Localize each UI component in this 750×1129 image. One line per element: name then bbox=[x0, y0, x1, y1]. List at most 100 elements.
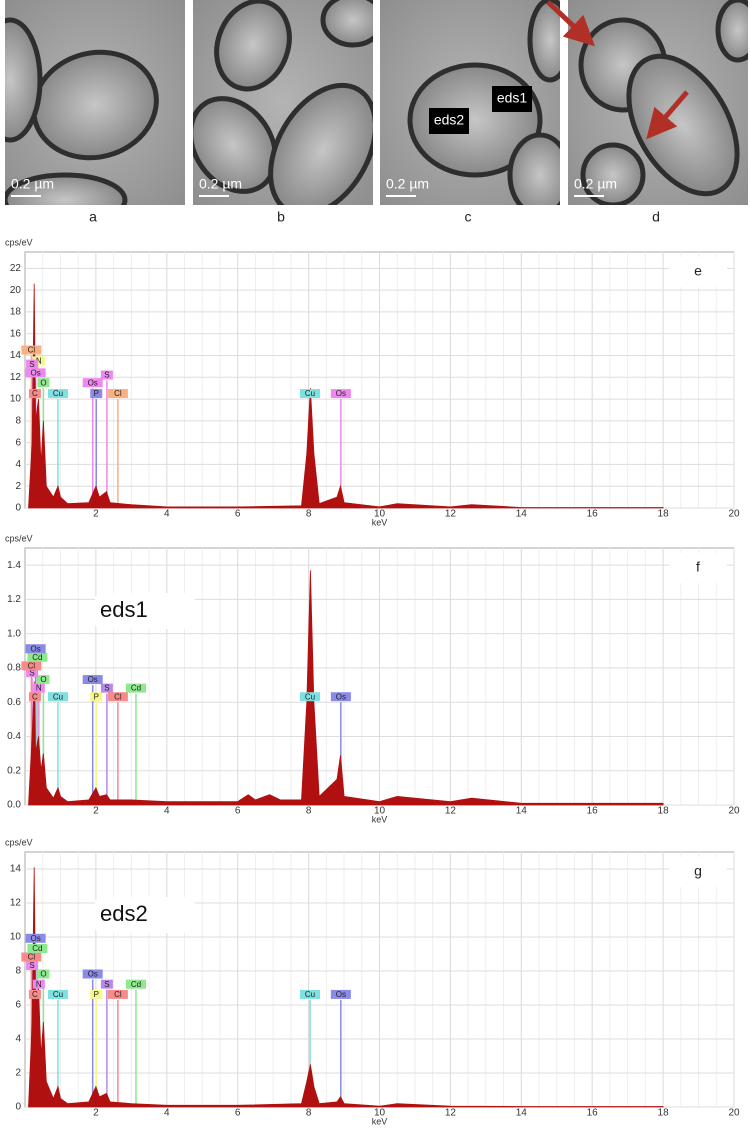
element-label: C bbox=[32, 990, 38, 999]
y-tick-label: 0 bbox=[15, 503, 21, 514]
element-tag bbox=[21, 661, 42, 671]
element-tag bbox=[82, 378, 103, 388]
element-label: O bbox=[40, 378, 46, 387]
element-label: S bbox=[29, 961, 34, 970]
element-label: Os bbox=[336, 990, 346, 999]
scale-bar-label: 0.2 µm bbox=[11, 176, 54, 192]
tem-content bbox=[568, 0, 748, 205]
x-tick-label: 2 bbox=[93, 806, 99, 817]
y-tick-label: 8 bbox=[15, 966, 21, 977]
x-tick-label: 10 bbox=[374, 509, 386, 520]
annotation: eds2 bbox=[100, 901, 148, 926]
element-tag bbox=[25, 644, 46, 654]
cell bbox=[268, 82, 373, 205]
cell bbox=[31, 49, 159, 161]
tem-image bbox=[568, 0, 748, 205]
x-tick-label: 14 bbox=[516, 806, 528, 817]
y-tick-label: 12 bbox=[10, 898, 22, 909]
element-label: Os bbox=[88, 378, 98, 387]
x-axis-label: keV bbox=[372, 814, 388, 824]
element-label: S bbox=[29, 668, 34, 677]
tem-image bbox=[193, 0, 373, 205]
y-tick-label: 4 bbox=[15, 1034, 21, 1045]
cell bbox=[5, 172, 128, 205]
element-tag bbox=[125, 683, 146, 693]
element-tag bbox=[330, 692, 351, 702]
element-tag bbox=[90, 989, 103, 999]
element-tag bbox=[25, 933, 46, 943]
tem-image bbox=[5, 0, 185, 205]
x-tick-label: 2 bbox=[93, 1108, 99, 1119]
element-tag bbox=[100, 979, 113, 989]
x-tick-label: 14 bbox=[516, 1108, 528, 1119]
scale-bar-label: 0.2 µm bbox=[199, 176, 242, 192]
arrow bbox=[646, 90, 689, 140]
cell bbox=[320, 0, 373, 48]
element-label: N bbox=[36, 980, 42, 989]
x-tick-label: 18 bbox=[658, 1108, 670, 1119]
x-tick-label: 2 bbox=[93, 509, 99, 520]
x-tick-label: 4 bbox=[164, 806, 170, 817]
element-tag bbox=[32, 979, 45, 989]
annotation-box bbox=[492, 86, 532, 112]
x-tick-label: 14 bbox=[516, 509, 528, 520]
panel-label: a bbox=[89, 209, 97, 225]
element-label: Os bbox=[88, 970, 98, 979]
element-tag bbox=[26, 961, 39, 970]
element-tag bbox=[28, 692, 41, 702]
element-label: P bbox=[94, 692, 99, 701]
arrow bbox=[546, 0, 595, 47]
x-tick-label: 20 bbox=[728, 1108, 740, 1119]
element-tag bbox=[300, 389, 321, 399]
element-tag bbox=[28, 389, 41, 399]
element-tag bbox=[107, 389, 128, 399]
element-tag bbox=[107, 989, 128, 999]
y-axis-label: cps/eV bbox=[5, 237, 33, 247]
panel-tag-box bbox=[669, 857, 727, 887]
y-tick-label: 20 bbox=[10, 285, 22, 296]
x-tick-label: 6 bbox=[235, 509, 241, 520]
annotation: eds1 bbox=[497, 90, 528, 106]
y-tick-label: 4 bbox=[15, 459, 21, 470]
element-tag bbox=[32, 356, 45, 366]
element-tag bbox=[82, 969, 103, 979]
element-tag bbox=[100, 370, 113, 380]
y-tick-label: 10 bbox=[10, 932, 22, 943]
y-tick-label: 6 bbox=[15, 437, 21, 448]
element-label: S bbox=[104, 980, 109, 989]
y-tick-label: 0.8 bbox=[7, 663, 21, 674]
y-tick-label: 0.6 bbox=[7, 697, 21, 708]
element-tag bbox=[330, 389, 351, 399]
panel-label: e bbox=[694, 263, 702, 279]
element-label: Cu bbox=[305, 990, 315, 999]
x-tick-label: 18 bbox=[658, 509, 670, 520]
element-label: C bbox=[32, 389, 38, 398]
panel-tag-box bbox=[669, 257, 727, 287]
y-tick-label: 6 bbox=[15, 1000, 21, 1011]
x-tick-label: 8 bbox=[306, 1108, 312, 1119]
y-tick-label: 0.0 bbox=[7, 800, 21, 811]
cell bbox=[5, 17, 43, 143]
x-tick-label: 16 bbox=[587, 806, 599, 817]
element-label: S bbox=[104, 684, 109, 693]
element-label: Cl bbox=[28, 953, 36, 962]
annotation-box bbox=[95, 593, 195, 629]
element-label: Cu bbox=[305, 389, 315, 398]
panel-label: g bbox=[694, 863, 702, 879]
element-label: Cd bbox=[32, 944, 42, 953]
x-tick-label: 8 bbox=[306, 509, 312, 520]
y-tick-label: 1.2 bbox=[7, 594, 21, 605]
element-tag bbox=[32, 683, 45, 693]
y-tick-label: 12 bbox=[10, 372, 22, 383]
element-label: S bbox=[29, 360, 34, 369]
y-tick-label: 14 bbox=[10, 864, 22, 875]
element-tag bbox=[28, 989, 41, 999]
x-tick-label: 20 bbox=[728, 509, 740, 520]
element-tag bbox=[300, 989, 321, 999]
y-tick-label: 16 bbox=[10, 328, 22, 339]
y-tick-label: 1.0 bbox=[7, 628, 21, 639]
y-tick-label: 22 bbox=[10, 263, 22, 274]
element-label: N bbox=[36, 356, 42, 365]
element-label: N bbox=[36, 684, 42, 693]
element-label: Cd bbox=[131, 980, 141, 989]
